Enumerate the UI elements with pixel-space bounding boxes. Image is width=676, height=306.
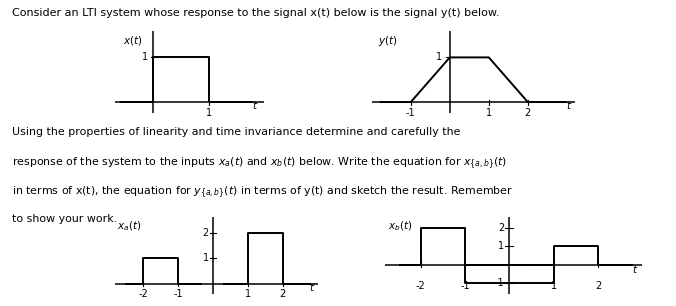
Text: $t$: $t$ xyxy=(310,282,316,293)
Text: 2: 2 xyxy=(202,228,209,237)
Text: 1: 1 xyxy=(498,241,504,252)
Text: 1: 1 xyxy=(141,52,147,62)
Text: $x(t)$: $x(t)$ xyxy=(123,34,143,47)
Text: 2: 2 xyxy=(498,223,504,233)
Text: Using the properties of linearity and time invariance determine and carefully th: Using the properties of linearity and ti… xyxy=(12,127,460,137)
Text: -1: -1 xyxy=(460,281,470,291)
Text: 1: 1 xyxy=(550,281,556,291)
Text: in terms of x(t), the equation for $y_{\{a,b\}}(t)$ in terms of y(t) and sketch : in terms of x(t), the equation for $y_{\… xyxy=(12,185,513,201)
Text: Consider an LTI system whose response to the signal x(t) below is the signal y(t: Consider an LTI system whose response to… xyxy=(12,8,500,18)
Text: 1: 1 xyxy=(206,108,212,118)
Text: 1: 1 xyxy=(245,289,251,299)
Text: $t$: $t$ xyxy=(566,99,572,111)
Text: response of the system to the inputs $x_a(t)$ and $x_b(t)$ below. Write the equa: response of the system to the inputs $x_… xyxy=(12,156,508,172)
Text: to show your work.: to show your work. xyxy=(12,214,117,224)
Text: 1: 1 xyxy=(203,253,209,263)
Text: 2: 2 xyxy=(525,108,531,118)
Text: 1: 1 xyxy=(486,108,492,118)
Text: $x_b(t)$: $x_b(t)$ xyxy=(387,219,412,233)
Text: 2: 2 xyxy=(595,281,601,291)
Text: $t$: $t$ xyxy=(252,99,259,111)
Text: 1: 1 xyxy=(435,52,441,62)
Text: -2: -2 xyxy=(138,289,148,299)
Text: $x_a(t)$: $x_a(t)$ xyxy=(117,220,141,233)
Text: -1: -1 xyxy=(406,108,416,118)
Text: $y(t)$: $y(t)$ xyxy=(378,34,397,48)
Text: -2: -2 xyxy=(416,281,426,291)
Text: 2: 2 xyxy=(280,289,286,299)
Text: $t$: $t$ xyxy=(632,263,639,275)
Text: -1: -1 xyxy=(494,278,504,288)
Text: -1: -1 xyxy=(173,289,183,299)
